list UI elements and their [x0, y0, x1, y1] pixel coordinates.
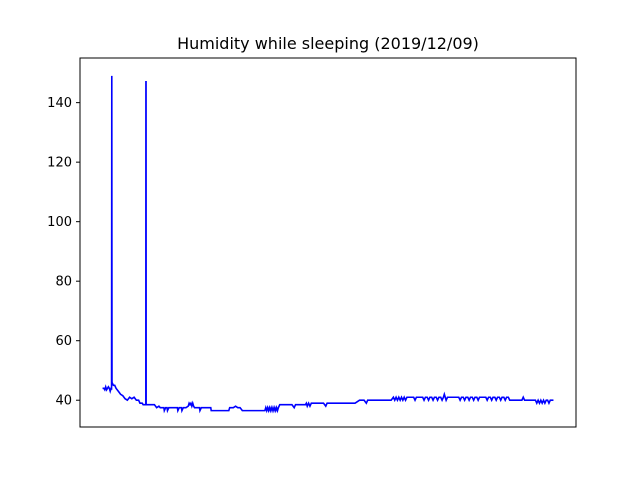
y-tick-label: 100 [47, 215, 72, 230]
plot-area [102, 75, 554, 414]
chart-title: Humidity while sleeping (2019/12/09) [177, 34, 479, 53]
y-axis: 40 60 80 100 120 140 [47, 96, 80, 409]
y-tick-label: 60 [55, 334, 72, 349]
axes-frame [79, 57, 577, 428]
y-tick-label: 80 [55, 275, 72, 290]
y-tick-label: 140 [47, 96, 72, 111]
series-line-humidity [102, 75, 554, 414]
y-tick-label: 120 [47, 156, 72, 171]
y-tick-label: 40 [55, 394, 72, 409]
